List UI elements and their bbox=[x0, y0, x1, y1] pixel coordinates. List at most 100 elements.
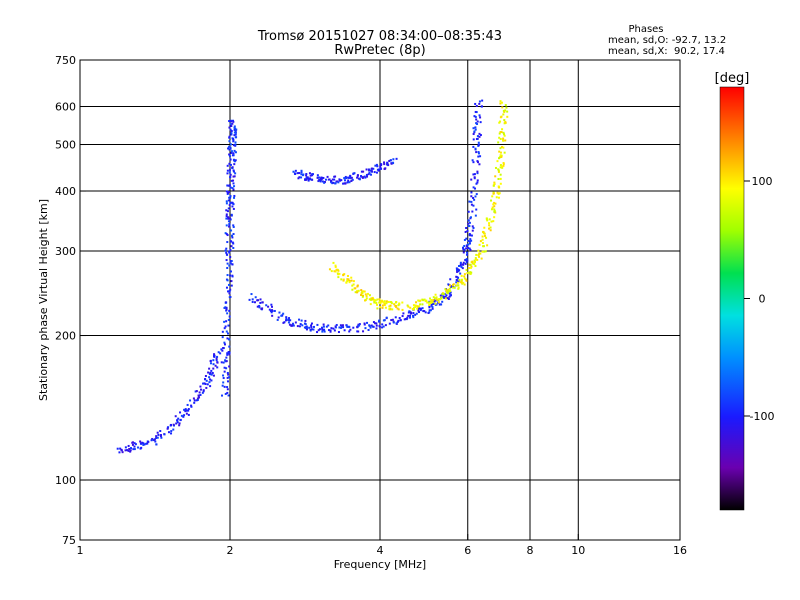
data-point bbox=[332, 327, 335, 330]
data-point bbox=[226, 386, 229, 389]
data-point bbox=[499, 164, 502, 167]
data-point bbox=[426, 301, 429, 304]
data-point bbox=[193, 399, 196, 402]
data-point bbox=[155, 435, 158, 438]
data-point bbox=[376, 307, 379, 310]
data-point bbox=[334, 264, 337, 267]
data-point bbox=[225, 209, 228, 212]
data-point bbox=[226, 184, 229, 187]
data-point bbox=[473, 198, 476, 201]
data-point bbox=[160, 436, 163, 439]
data-point bbox=[488, 224, 491, 227]
data-point bbox=[369, 326, 372, 329]
data-point bbox=[310, 178, 313, 181]
data-point bbox=[225, 251, 228, 254]
data-point bbox=[364, 299, 367, 302]
data-point bbox=[472, 173, 475, 176]
data-point bbox=[271, 314, 274, 317]
data-point bbox=[289, 319, 292, 322]
data-point bbox=[331, 178, 334, 181]
data-point bbox=[318, 176, 321, 179]
data-point bbox=[230, 150, 233, 153]
data-point bbox=[151, 438, 154, 441]
data-point bbox=[267, 305, 270, 308]
data-point bbox=[448, 284, 451, 287]
data-point bbox=[392, 158, 395, 161]
data-point bbox=[392, 161, 395, 164]
data-point bbox=[470, 195, 473, 198]
data-point bbox=[223, 370, 226, 373]
data-point bbox=[253, 301, 256, 304]
data-point bbox=[464, 262, 467, 265]
data-point bbox=[144, 442, 147, 445]
data-point bbox=[233, 175, 236, 178]
data-point bbox=[343, 273, 346, 276]
data-point bbox=[504, 109, 507, 112]
data-point bbox=[397, 319, 400, 322]
data-point bbox=[224, 360, 227, 363]
data-point bbox=[155, 443, 158, 446]
data-point bbox=[468, 240, 471, 243]
data-point bbox=[478, 102, 481, 105]
data-point bbox=[172, 423, 175, 426]
data-point bbox=[226, 376, 229, 379]
data-point bbox=[229, 146, 232, 149]
data-point bbox=[380, 164, 383, 167]
data-point bbox=[226, 266, 229, 269]
data-point bbox=[453, 286, 456, 289]
data-point bbox=[228, 309, 231, 312]
data-point bbox=[193, 401, 196, 404]
data-point bbox=[229, 196, 232, 199]
data-point bbox=[287, 321, 290, 324]
colorbar-label: [deg] bbox=[715, 71, 750, 86]
data-point bbox=[221, 349, 224, 352]
data-point bbox=[356, 290, 359, 293]
data-point bbox=[478, 135, 481, 138]
data-point bbox=[499, 166, 502, 169]
data-point bbox=[474, 115, 477, 118]
data-point bbox=[418, 307, 421, 310]
data-point bbox=[304, 323, 307, 326]
data-point bbox=[472, 145, 475, 148]
data-point bbox=[269, 309, 272, 312]
data-point bbox=[370, 297, 373, 300]
data-point bbox=[228, 162, 231, 165]
data-point bbox=[210, 379, 213, 382]
data-point bbox=[499, 116, 502, 119]
data-point bbox=[498, 157, 501, 160]
data-point bbox=[229, 175, 232, 178]
data-point bbox=[475, 253, 478, 256]
data-point bbox=[312, 328, 315, 331]
data-point bbox=[298, 172, 301, 175]
data-point bbox=[229, 186, 232, 189]
data-point bbox=[257, 299, 260, 302]
data-point bbox=[394, 316, 397, 319]
data-point bbox=[466, 253, 469, 256]
data-point bbox=[471, 159, 474, 162]
data-point bbox=[319, 180, 322, 183]
x-tick-label: 8 bbox=[527, 544, 534, 557]
data-point bbox=[232, 158, 235, 161]
data-point bbox=[310, 324, 313, 327]
data-point bbox=[330, 270, 333, 273]
data-point bbox=[489, 229, 492, 232]
data-point bbox=[423, 298, 426, 301]
data-point bbox=[331, 182, 334, 185]
data-point bbox=[225, 320, 228, 323]
data-point bbox=[434, 297, 437, 300]
data-point bbox=[234, 133, 237, 136]
data-point bbox=[206, 383, 209, 386]
data-point bbox=[339, 179, 342, 182]
data-point bbox=[390, 319, 393, 322]
data-point bbox=[375, 171, 378, 174]
data-point bbox=[373, 300, 376, 303]
data-point bbox=[229, 195, 232, 198]
data-point bbox=[349, 175, 352, 178]
data-point bbox=[370, 324, 373, 327]
data-point bbox=[231, 119, 234, 122]
data-point bbox=[198, 396, 201, 399]
data-point bbox=[341, 324, 344, 327]
data-point bbox=[298, 176, 301, 179]
data-point bbox=[163, 433, 166, 436]
data-point bbox=[225, 330, 228, 333]
